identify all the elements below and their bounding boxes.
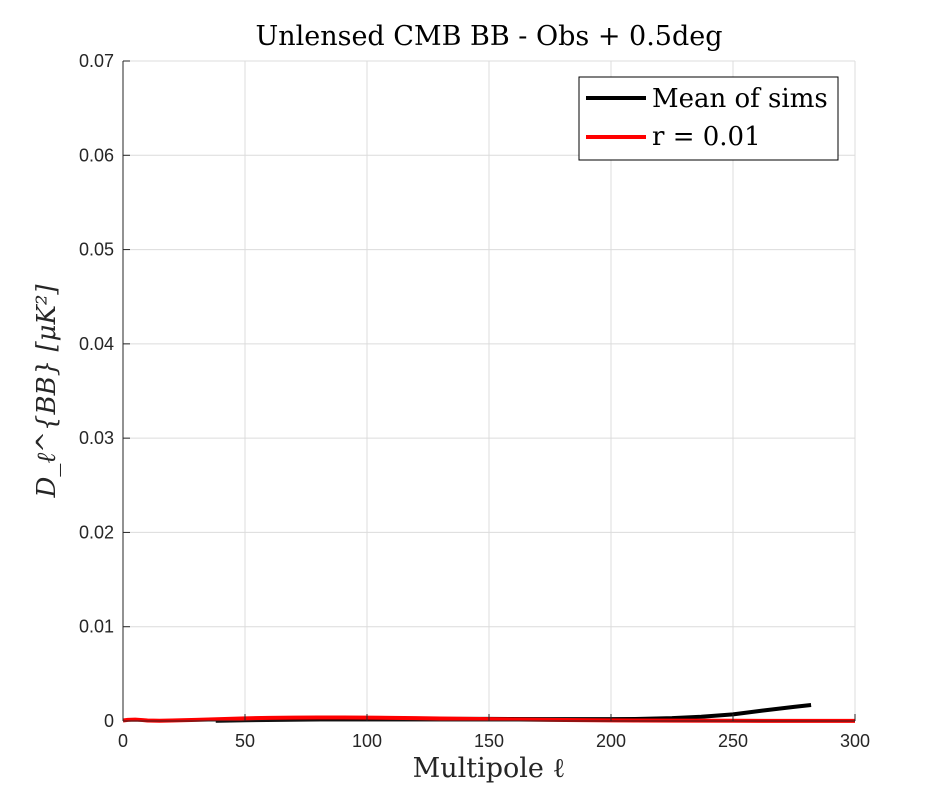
y-tick-label: 0.02 — [79, 522, 114, 542]
x-axis-label: Multipole ℓ — [413, 753, 566, 784]
x-tick-label: 100 — [352, 731, 382, 751]
y-tick-label: 0.03 — [79, 428, 114, 448]
chart-title: Unlensed CMB BB - Obs + 0.5deg — [255, 21, 722, 52]
x-tick-label: 250 — [718, 731, 748, 751]
y-tick-label: 0.06 — [79, 145, 114, 165]
x-tick-label: 150 — [474, 731, 504, 751]
x-tick-label: 50 — [235, 731, 255, 751]
y-tick-label: 0.05 — [79, 240, 114, 260]
legend-label-mean-of-sims: Mean of sims — [652, 84, 828, 114]
axes — [122, 60, 856, 722]
legend-label-r-001: r = 0.01 — [652, 122, 761, 152]
legend: Mean of sims r = 0.01 — [578, 76, 839, 161]
y-tick-label: 0 — [104, 711, 114, 731]
x-tick-label: 200 — [596, 731, 626, 751]
y-tick-label: 0.07 — [79, 51, 114, 71]
x-tick-label: 300 — [840, 731, 870, 751]
y-axis-label: D_ℓ^{BB} [μK²] — [32, 284, 62, 499]
x-tick-label: 0 — [118, 731, 128, 751]
y-tick-label: 0.04 — [79, 334, 114, 354]
y-tick-label: 0.01 — [79, 617, 114, 637]
tick-labels: 0 50 100 150 200 250 300 0 0.01 0.02 0.03 0.04 0.05 0… — [79, 51, 870, 751]
legend-box — [578, 76, 839, 161]
